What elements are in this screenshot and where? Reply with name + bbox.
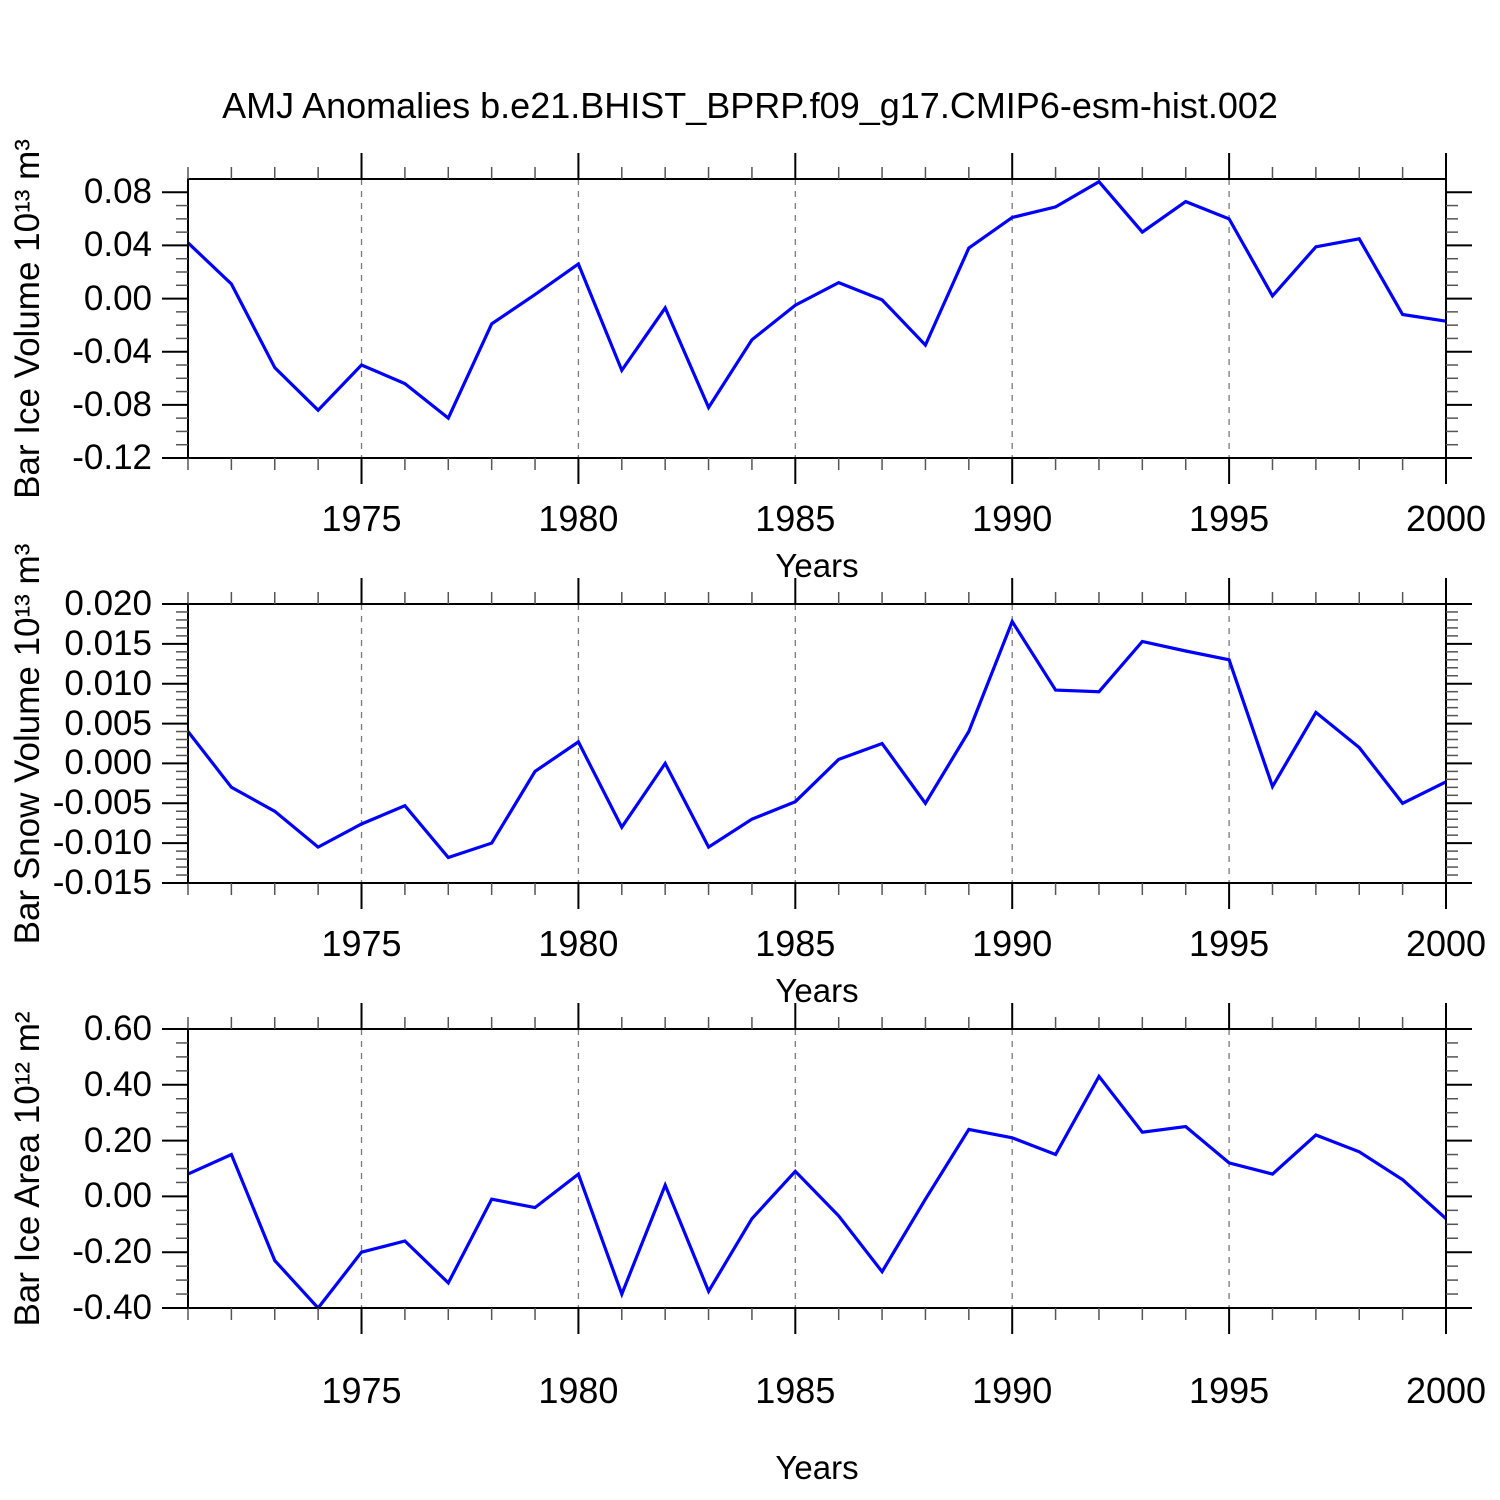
y-tick-label: 0.00 [83,278,152,318]
x-tick-label: 1985 [755,1370,836,1411]
x-axis-title-years-panel3: Years [775,1449,859,1486]
plot-frame [187,178,1447,459]
minor-ticks [176,592,1458,895]
x-tick-label: 2000 [1405,1370,1487,1411]
y-tick-label: 0.020 [64,584,152,623]
y-tick-label: 0.010 [64,663,152,703]
y-tick-label: 0.40 [83,1064,152,1104]
x-tick-label: 1995 [1189,498,1270,539]
x-tick-label: 2000 [1405,923,1487,964]
y-tick-label: -0.015 [52,863,152,902]
x-tick-label: 1995 [1189,923,1270,964]
y-tick-label: 0.000 [64,743,152,783]
y-tick-label: -0.04 [72,331,152,371]
y-tick-label: -0.08 [72,384,152,424]
chart-panel-2 [162,578,1472,909]
data-line-series [186,179,1447,421]
chart-panel-1 [162,153,1472,484]
y-tick-label: -0.40 [72,1288,152,1327]
y-tick-label: 0.015 [64,623,152,663]
x-tick-label: 1985 [755,923,836,964]
y-tick-label: -0.12 [72,438,152,477]
plot-frame [187,603,1447,884]
minor-ticks [176,1017,1458,1320]
x-tick-label: 1980 [538,498,619,539]
x-tick-label: 1990 [972,923,1053,964]
minor-ticks [176,167,1458,470]
figure-title: AMJ Anomalies b.e21.BHIST_BPRP.f09_g17.C… [222,85,1278,126]
y-tick-label: -0.010 [52,823,152,863]
data-line-series [186,617,1447,860]
major-ticks [162,153,1472,484]
y-tick-label: 0.005 [64,703,152,743]
major-ticks [162,1003,1472,1334]
data-line-series [187,1073,1448,1311]
x-tick-label: 1980 [538,923,619,964]
y-tick-label: 0.00 [83,1176,152,1216]
x-tick-label: 1975 [321,498,402,539]
y-tick-label: -0.005 [52,783,152,823]
x-tick-label: 1975 [321,923,402,964]
x-tick-label: 1985 [755,498,836,539]
x-tick-label: 1980 [538,1370,619,1411]
y-axis-label-ice-area: Bar Ice Area 10¹² m² [8,1010,47,1327]
major-ticks [162,578,1472,909]
chart-panel-3 [162,1003,1472,1334]
x-tick-label: 1990 [972,498,1053,539]
plot-frame [187,1028,1447,1309]
y-tick-label: 0.20 [83,1120,152,1160]
x-tick-label: 1990 [972,1370,1053,1411]
y-tick-label: 0.60 [83,1009,152,1048]
y-tick-label: -0.20 [72,1232,152,1272]
x-tick-label: 2000 [1405,498,1487,539]
x-tick-label: 1975 [321,1370,402,1411]
x-axis-title-years-panel2: Years [775,972,859,1009]
y-tick-label: 0.04 [83,225,152,265]
x-tick-label: 1995 [1189,1370,1270,1411]
x-axis-title-years-panel1: Years [775,547,859,584]
y-tick-label: 0.08 [83,172,152,212]
